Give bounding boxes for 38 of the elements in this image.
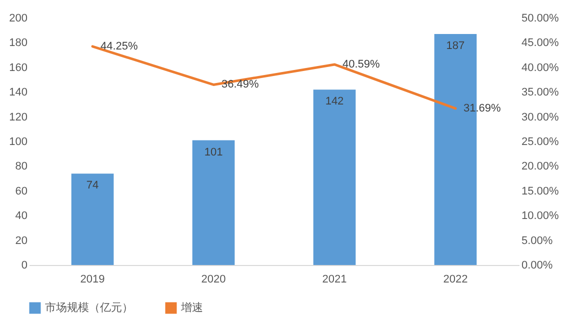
y2-tick-label: 5.00% — [522, 234, 553, 247]
data-label: 142 — [325, 96, 344, 108]
bar — [313, 90, 356, 265]
legend-label: 增速 — [180, 301, 203, 314]
y-tick-label: 60 — [15, 185, 28, 198]
data-label: 187 — [446, 40, 465, 52]
x-tick-label: 2021 — [322, 274, 347, 286]
bar — [192, 140, 235, 265]
data-label: 36.49% — [222, 78, 260, 91]
y2-tick-label: 10.00% — [522, 210, 560, 222]
data-label: 40.59% — [342, 58, 380, 70]
y-tick-label: 40 — [15, 210, 28, 222]
y2-tick-label: 45.00% — [522, 37, 560, 50]
y-tick-label: 140 — [9, 86, 28, 99]
data-label: 44.25% — [100, 40, 138, 52]
y-tick-label: 20 — [15, 234, 28, 247]
data-label: 74 — [86, 180, 99, 192]
y-tick-label: 120 — [9, 111, 28, 124]
y2-tick-label: 50.00% — [522, 12, 560, 24]
y2-tick-label: 25.00% — [522, 136, 560, 148]
y-tick-label: 100 — [9, 136, 28, 148]
y-tick-label: 160 — [9, 62, 28, 74]
y2-tick-label: 20.00% — [522, 160, 560, 173]
x-tick-label: 2022 — [443, 274, 468, 286]
y2-tick-label: 40.00% — [522, 62, 560, 74]
y-tick-label: 180 — [9, 37, 28, 50]
y2-tick-label: 0.00% — [522, 260, 553, 272]
x-tick-label: 2020 — [201, 274, 226, 286]
legend-label: 市场规模（亿元） — [45, 301, 133, 314]
y2-tick-label: 30.00% — [522, 111, 560, 124]
y-tick-label: 80 — [15, 160, 28, 173]
y2-tick-label: 15.00% — [522, 185, 560, 198]
data-label: 101 — [204, 146, 223, 158]
y2-tick-label: 35.00% — [522, 86, 560, 99]
x-tick-label: 2019 — [80, 274, 105, 286]
y-tick-label: 0 — [21, 260, 28, 272]
y-tick-label: 200 — [9, 12, 28, 24]
bar — [71, 174, 114, 265]
